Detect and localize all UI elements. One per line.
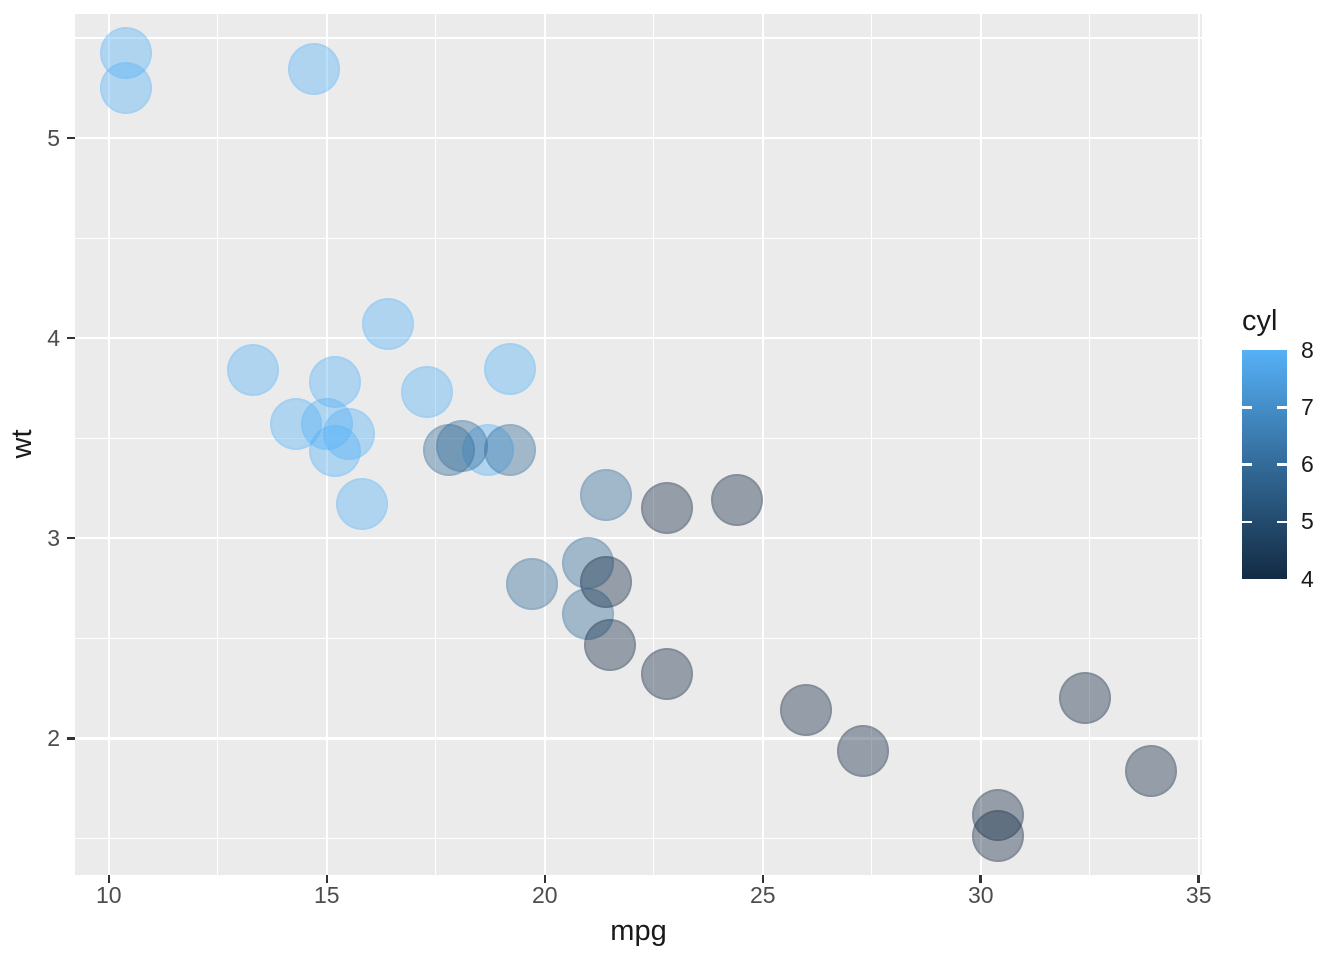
major-gridline-horizontal [75, 737, 1202, 740]
y-axis-tick-mark [67, 336, 75, 340]
major-gridline-horizontal [75, 136, 1202, 140]
data-point [780, 684, 833, 737]
major-gridline-vertical [107, 14, 110, 875]
legend-tick-label: 6 [1301, 451, 1314, 477]
major-gridline-vertical [543, 14, 546, 875]
x-axis-tick-mark [325, 875, 329, 883]
data-point [483, 343, 536, 396]
data-point [483, 424, 536, 477]
minor-gridline-vertical [217, 14, 219, 875]
major-gridline-vertical [761, 14, 764, 875]
minor-gridline-horizontal [75, 837, 1202, 839]
legend-tick-mark [1242, 406, 1252, 409]
y-axis-tick-mark [67, 136, 75, 140]
x-axis-tick-label: 35 [1185, 882, 1212, 908]
minor-gridline-horizontal [75, 437, 1202, 439]
x-axis-title: mpg [610, 915, 667, 947]
legend-tick-mark [1277, 463, 1287, 466]
data-point [1059, 672, 1112, 725]
minor-gridline-horizontal [75, 37, 1202, 39]
x-axis-tick-label: 30 [967, 882, 994, 908]
x-axis-tick-mark [543, 875, 546, 883]
y-axis-tick-label: 4 [47, 324, 60, 351]
legend-tick-mark [1277, 520, 1287, 523]
minor-gridline-horizontal [75, 237, 1202, 239]
data-point [1124, 745, 1177, 798]
y-axis-tick-label: 2 [47, 724, 60, 751]
x-axis-tick-mark [761, 875, 764, 883]
x-axis-tick-mark [1197, 875, 1200, 883]
legend-tick-label: 5 [1301, 508, 1314, 535]
legend-tick-label: 8 [1301, 336, 1314, 363]
data-point [361, 298, 414, 351]
x-axis-tick-label: 20 [531, 882, 558, 908]
major-gridline-horizontal [75, 336, 1202, 340]
y-axis-tick-label: 3 [47, 524, 60, 551]
x-axis-tick-label: 15 [313, 882, 340, 908]
x-axis-tick-label: 25 [749, 882, 776, 908]
plot-panel [75, 14, 1202, 875]
minor-gridline-vertical [653, 14, 655, 875]
legend-tick-label: 7 [1301, 393, 1314, 420]
minor-gridline-vertical [1089, 14, 1091, 875]
legend-title: cyl [1242, 305, 1278, 337]
x-axis-tick-label: 10 [95, 882, 122, 908]
data-point [226, 344, 279, 397]
data-point [579, 556, 632, 609]
data-point [335, 478, 388, 531]
data-point [640, 482, 693, 535]
y-axis-tick-mark [67, 536, 75, 540]
legend-tick-mark [1242, 520, 1252, 523]
minor-gridline-vertical [871, 14, 873, 875]
legend-tick-mark [1242, 463, 1252, 466]
y-axis-tick-label: 5 [47, 124, 60, 151]
data-point [505, 558, 558, 611]
data-point [401, 366, 454, 419]
legend-tick-label: 4 [1301, 565, 1314, 592]
major-gridline-vertical [979, 14, 982, 875]
data-point [100, 27, 153, 80]
data-point [579, 469, 632, 522]
data-point [640, 648, 693, 701]
data-point [422, 424, 475, 477]
legend-tick-mark [1277, 406, 1287, 409]
data-point [972, 809, 1025, 862]
major-gridline-vertical [1197, 14, 1200, 875]
data-point [287, 43, 340, 96]
x-axis-tick-mark [107, 875, 111, 883]
x-axis-tick-mark [979, 875, 982, 883]
minor-gridline-horizontal [75, 637, 1202, 639]
major-gridline-horizontal [75, 537, 1202, 540]
data-point [300, 398, 353, 451]
data-point [584, 619, 637, 672]
data-point [837, 725, 890, 778]
data-point [710, 474, 763, 527]
y-axis-tick-mark [67, 737, 75, 740]
y-axis-title: wt [6, 429, 38, 459]
